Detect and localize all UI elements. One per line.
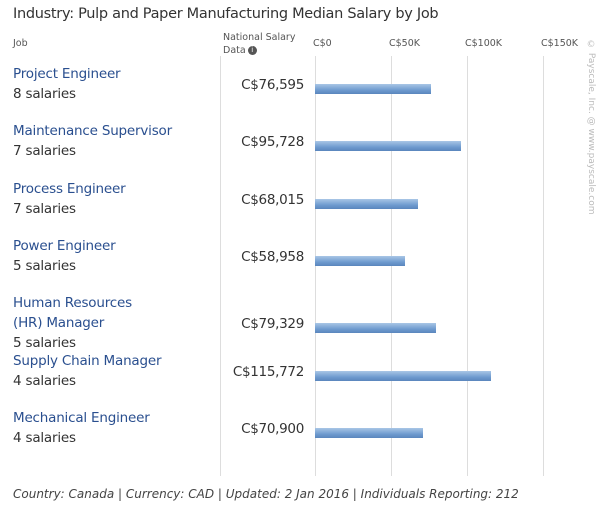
median-salary-label: C$76,595 [241, 77, 304, 93]
salary-count: 7 salaries [13, 143, 76, 160]
job-title[interactable]: Maintenance Supervisor [13, 123, 172, 140]
job-link[interactable]: Maintenance Supervisor 7 salaries [13, 121, 213, 161]
column-divider [220, 56, 221, 476]
salary-bar [315, 198, 419, 209]
salary-bar [315, 255, 405, 266]
chart-title: Industry: Pulp and Paper Manufacturing M… [13, 6, 439, 22]
job-link[interactable]: Power Engineer 5 salaries [13, 236, 213, 276]
x-tick-label: C$150K [541, 38, 579, 49]
median-salary-label: C$70,900 [241, 420, 304, 437]
gridline [543, 56, 544, 476]
x-tick-label: C$0 [313, 38, 332, 49]
watermark: © Payscale, Inc. @ www.payscale.com [586, 40, 596, 215]
job-column-header: Job [13, 38, 28, 49]
median-salary-label: C$79,329 [241, 316, 304, 333]
job-link[interactable]: Supply Chain Manager 4 salaries [13, 351, 213, 391]
gridline [467, 56, 468, 476]
salary-bar [315, 370, 491, 381]
median-salary-label: C$95,728 [241, 134, 304, 151]
job-link[interactable]: Mechanical Engineer 4 salaries [13, 408, 213, 448]
median-salary-label: C$58,958 [241, 248, 304, 265]
info-icon[interactable]: i [247, 46, 257, 55]
x-tick-label: C$50K [389, 38, 420, 49]
salary-bar [315, 323, 436, 334]
salary-count: 4 salaries [13, 372, 76, 389]
salary-bar [315, 141, 461, 152]
job-title[interactable]: Mechanical Engineer [13, 409, 150, 426]
salary-count: 5 salaries [13, 335, 76, 352]
job-link[interactable]: Process Engineer 7 salaries [13, 179, 213, 219]
job-link[interactable]: Human Resources (HR) Manager 5 salaries [13, 293, 163, 353]
gridline [315, 56, 316, 476]
job-title[interactable]: Process Engineer [13, 180, 126, 197]
salary-count: 7 salaries [13, 200, 76, 217]
national-salary-label: National Salary Data [223, 32, 296, 56]
footer: Country: Canada | Currency: CAD | Update… [13, 487, 519, 501]
job-title[interactable]: Project Engineer [13, 66, 121, 82]
gridline [391, 56, 392, 476]
salary-count: 5 salaries [13, 257, 76, 274]
salary-bar [315, 84, 432, 94]
salary-count: 8 salaries [13, 86, 76, 102]
job-title[interactable]: Power Engineer [13, 237, 116, 254]
salary-count: 4 salaries [13, 429, 76, 446]
salary-bar [315, 427, 423, 438]
median-salary-label: C$115,772 [232, 363, 304, 380]
national-salary-header: National Salary Data i [223, 31, 303, 57]
median-salary-label: C$68,015 [241, 191, 304, 208]
job-title[interactable]: Supply Chain Manager [13, 352, 162, 369]
x-tick-label: C$100K [465, 38, 503, 49]
job-title[interactable]: Human Resources (HR) Manager [13, 295, 132, 332]
job-link[interactable]: Project Engineer 8 salaries [13, 64, 213, 104]
